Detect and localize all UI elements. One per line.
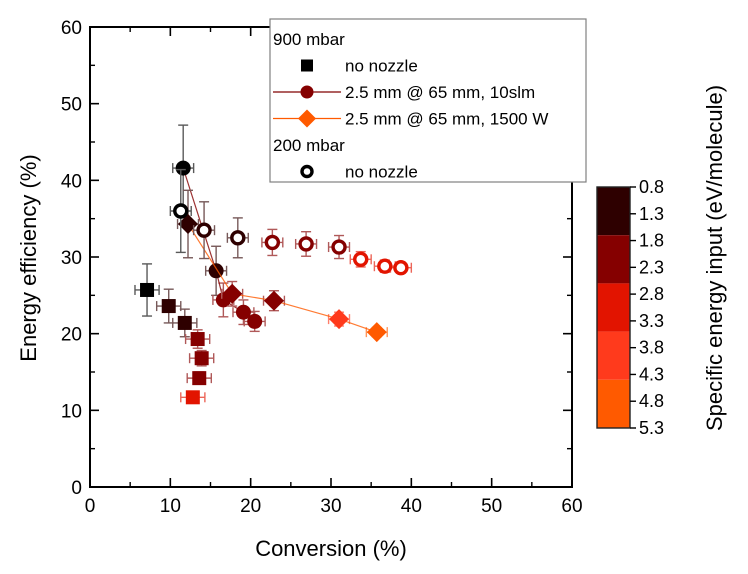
legend-marker [300, 85, 314, 99]
x-tick-label: 40 [401, 496, 422, 517]
series-900-mbar-no-nozzle [134, 263, 215, 405]
data-point [194, 351, 209, 366]
colorbar-band [597, 379, 630, 428]
x-axis: 0 10 20 30 40 50 60 [85, 27, 583, 517]
data-point [247, 313, 263, 329]
series-200-mbar-no-nozzle [169, 168, 413, 276]
colorbar-title: Specific energy input (eV/molecule) [702, 85, 727, 431]
data-point [230, 230, 246, 246]
data-point [185, 390, 200, 405]
legend-marker [301, 59, 313, 72]
colorbar-border [596, 186, 631, 429]
colorbar-band [597, 283, 630, 332]
legend-box [269, 18, 587, 183]
legend-entry: no nozzle [300, 163, 418, 182]
data-point [177, 315, 192, 330]
data-point [298, 236, 314, 252]
y-tick-label: 40 [61, 171, 82, 192]
data-point [196, 222, 212, 238]
legend-heading: 900 mbar [273, 30, 345, 49]
colorbar-band [597, 187, 630, 236]
legend-label: 2.5 mm @ 65 mm, 10slm [345, 83, 535, 102]
legend-marker [300, 164, 314, 179]
series-layer [134, 124, 413, 405]
colorbar: 0.8 1.3 1.8 2.3 2.8 3.3 3.8 4.3 4.8 5.3 [596, 177, 664, 438]
data-point [264, 234, 281, 251]
x-tick-label: 0 [85, 496, 96, 517]
y-tick-label: 50 [61, 95, 82, 116]
x-tick-label: 20 [240, 496, 261, 517]
y-tick-label: 30 [61, 248, 82, 269]
x-tick-label: 60 [561, 496, 582, 517]
legend-entry: no nozzle [301, 57, 418, 76]
x-tick-label: 50 [481, 496, 502, 517]
data-point [393, 260, 409, 276]
data-point [190, 332, 205, 347]
legend-entry: 2.5 mm @ 65 mm, 1500 W [273, 109, 548, 129]
legend-heading: 200 mbar [273, 136, 345, 155]
data-point [161, 299, 176, 314]
x-tick-label: 30 [320, 496, 341, 517]
data-point [263, 290, 284, 311]
y-tick-label: 0 [71, 478, 82, 499]
colorbar-band [597, 235, 630, 284]
x-axis-title: Conversion (%) [255, 536, 407, 561]
legend-label: no nozzle [345, 57, 418, 76]
y-tick-label: 60 [61, 18, 82, 39]
data-point [192, 371, 207, 386]
y-axis-title: Energy efficiency (%) [16, 154, 41, 361]
data-point [140, 282, 155, 297]
colorbar-tick-label: 2.3 [639, 257, 664, 277]
colorbar-tick-label: 3.8 [639, 338, 664, 358]
data-point [329, 309, 350, 330]
data-point [331, 239, 347, 255]
colorbar-band [597, 331, 630, 380]
colorbar-tick-label: 4.3 [639, 364, 664, 384]
colorbar-tick-label: 0.8 [639, 177, 664, 197]
colorbar-tick-label: 4.8 [639, 391, 664, 411]
data-point [222, 283, 243, 304]
series-900-mbar-2-5-mm-65-mm-1500-w [176, 189, 388, 343]
data-point [366, 322, 387, 343]
colorbar-tick-label: 2.8 [639, 284, 664, 304]
colorbar-tick-label: 1.3 [639, 204, 664, 224]
colorbar-tick-label: 3.3 [639, 311, 664, 331]
legend-entry: 2.5 mm @ 65 mm, 10slm [273, 83, 535, 102]
colorbar-tick-label: 5.3 [639, 418, 664, 438]
data-point [377, 258, 393, 274]
x-tick-label: 10 [160, 496, 181, 517]
legend-label: 2.5 mm @ 65 mm, 1500 W [345, 110, 548, 129]
data-point [235, 304, 251, 320]
data-point [175, 160, 191, 176]
data-point [173, 203, 189, 219]
legend-label: no nozzle [345, 163, 418, 182]
y-tick-label: 10 [61, 401, 82, 422]
data-point [353, 251, 369, 267]
legend-marker [298, 109, 316, 128]
colorbar-tick-label: 1.8 [639, 231, 664, 251]
y-tick-label: 20 [61, 325, 82, 346]
